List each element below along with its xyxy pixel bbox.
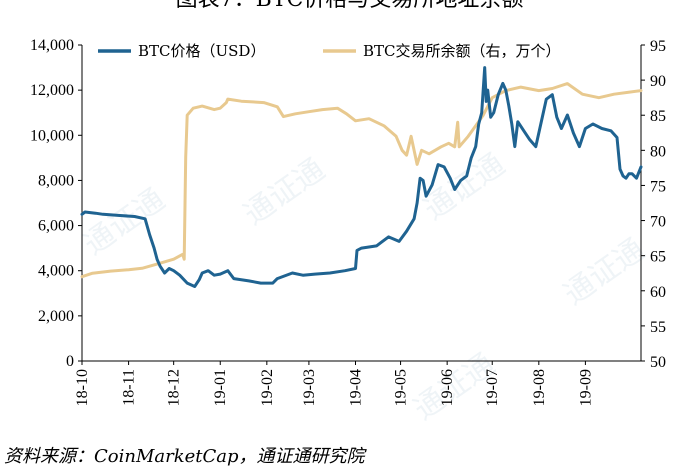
y-right-tick-label: 65 <box>650 249 666 266</box>
y-left-tick-label: 10,000 <box>30 127 74 144</box>
x-tick-label: 19-05 <box>393 369 410 406</box>
page-title: 图表7：BTC价格与交易所地址余额 <box>0 0 699 14</box>
x-tick-label: 19-06 <box>439 369 456 406</box>
legend-label: BTC价格（USD） <box>138 42 265 60</box>
price-series-line <box>80 66 643 288</box>
x-tick-label: 18-10 <box>74 369 91 406</box>
x-tick-label: 19-03 <box>301 369 318 406</box>
y-right-tick-label: 50 <box>650 354 666 371</box>
x-tick-label: 18-11 <box>121 369 138 406</box>
y-left-tick-label: 14,000 <box>30 37 74 54</box>
y-right-tick-label: 85 <box>650 108 666 125</box>
y-right-tick-label: 60 <box>650 284 666 301</box>
y-left-tick-label: 8,000 <box>38 172 74 189</box>
y-left-tick-label: 12,000 <box>30 82 74 99</box>
y-right-tick-label: 95 <box>650 38 666 55</box>
x-tick-label: 18-12 <box>166 369 183 406</box>
chart-legend: BTC价格（USD） BTC交易所余额（右，万个） <box>98 42 561 60</box>
y-right-tick-label: 75 <box>650 178 666 195</box>
y-right-tick-label: 90 <box>650 73 666 90</box>
y-left-tick-label: 6,000 <box>38 218 74 235</box>
source-note: 资料来源：CoinMarketCap，通证通研究院 <box>4 446 365 467</box>
x-tick-label: 19-08 <box>531 369 548 406</box>
x-tick-label: 19-04 <box>347 369 364 406</box>
balance-series-line <box>80 82 643 279</box>
x-tick-label: 19-02 <box>259 369 276 406</box>
y-left-tick-label: 0 <box>66 353 74 370</box>
y-left-tick-label: 2,000 <box>38 308 74 325</box>
chart-axes: 0 2,000 4,000 6,000 8,000 10,000 12,000 14,000 5… <box>30 37 666 406</box>
legend-label: BTC交易所余额（右，万个） <box>363 42 561 60</box>
watermark-text: 通证通 <box>78 182 172 262</box>
y-left-tick-label: 4,000 <box>38 263 74 280</box>
watermark-text: 通证通 <box>558 232 652 312</box>
x-tick-label: 19-09 <box>577 369 594 406</box>
x-tick-label: 19-07 <box>484 369 501 406</box>
x-tick-label: 19-01 <box>212 369 229 406</box>
watermark-text: 通证通 <box>238 152 332 232</box>
chart-series <box>80 66 643 288</box>
y-right-tick-label: 80 <box>650 143 666 160</box>
y-right-tick-label: 70 <box>650 214 666 231</box>
y-right-tick-label: 55 <box>650 319 666 336</box>
